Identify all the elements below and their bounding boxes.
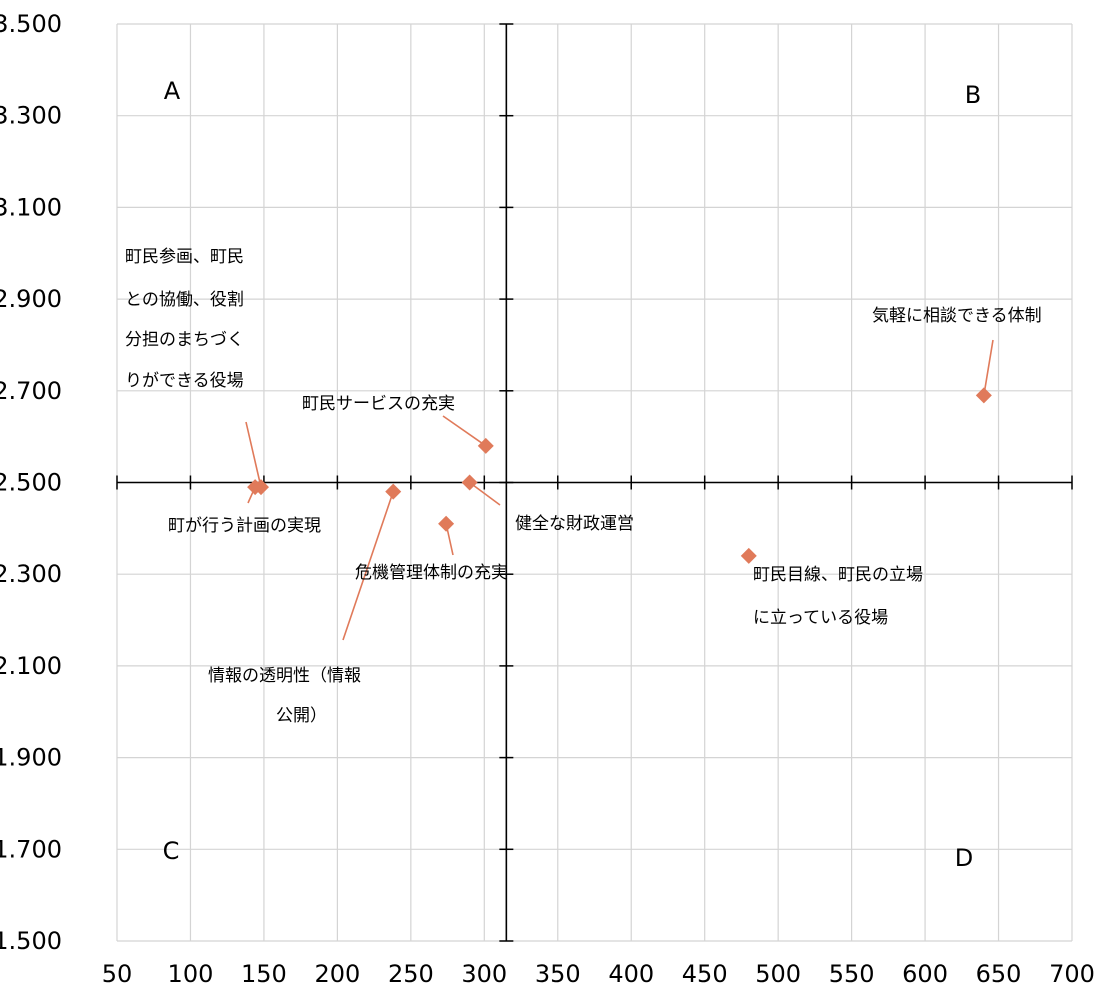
y-tick-label: 2.700 [0,377,62,405]
quadrant-label-d: D [955,844,973,872]
label-line: 公開） [276,706,327,726]
x-tick-label: 350 [535,960,581,988]
quadrant-label-c: C [163,837,180,865]
leader-line [469,481,501,506]
y-tick-label: 1.700 [0,835,62,863]
label-line: 分担のまちづく [125,330,244,350]
data-point [975,387,992,404]
y-tick-label: 3.300 [0,102,62,130]
quadrant-label-b: B [965,81,981,109]
label-line: に立っている役場 [753,608,888,628]
label-line: 情報の透明性（情報 [208,666,361,686]
data-point [385,483,402,500]
label-line: りができる役場 [125,371,244,391]
data-point [247,479,264,496]
x-tick-label: 250 [388,960,434,988]
x-tick-labels: 50 100 150 200 250 300 350 400 450 500 550 600 650 70… [102,960,1095,988]
y-tick-label: 2.500 [0,469,62,497]
x-tick-label: 450 [682,960,728,988]
leader-line [442,415,487,447]
x-tick-label: 700 [1049,960,1095,988]
y-tick-label: 2.100 [0,652,62,680]
leader-line [983,339,994,396]
y-tick-label: 3.100 [0,193,62,221]
label-sound-finance: 健全な財政運営 [515,514,634,534]
y-tick-label: 1.900 [0,744,62,772]
data-point [461,474,478,491]
label-line: との協働、役割 [125,290,244,310]
leader-lines [245,339,994,641]
y-tick-labels: 1.500 1.700 1.900 2.100 2.300 2.500 2.700 2.900… [0,10,62,955]
x-tick-label: 550 [829,960,875,988]
y-tick-label: 2.900 [0,285,62,313]
data-point [438,515,455,532]
x-tick-label: 600 [902,960,948,988]
x-tick-label: 200 [314,960,360,988]
label-citizen-perspective: 町民目線、町民の立場 に立っている役場 [753,565,923,628]
label-easy-consultation: 気軽に相談できる体制 [872,306,1042,326]
label-line: 町民参画、町民 [125,247,244,267]
label-crisis-management: 危機管理体制の充実 [355,563,508,583]
y-tick-label: 1.500 [0,927,62,955]
quadrant-label-a: A [164,77,181,105]
x-tick-label: 400 [608,960,654,988]
axes [116,23,1073,942]
label-citizen-services: 町民サービスの充実 [302,394,455,414]
x-tick-label: 50 [102,960,133,988]
label-plan-realization: 町が行う計画の実現 [168,516,321,536]
leader-line [245,421,262,488]
x-tick-label: 500 [755,960,801,988]
data-points [247,387,992,564]
data-point [740,547,757,564]
data-point [477,437,494,454]
leader-line [342,491,394,641]
y-tick-label: 2.300 [0,560,62,588]
label-info-transparency: 情報の透明性（情報 公開） [208,666,361,726]
x-tick-label: 650 [976,960,1022,988]
x-tick-label: 150 [241,960,287,988]
y-tick-label: 3.500 [0,10,62,38]
x-tick-label: 100 [168,960,214,988]
x-tick-label: 300 [461,960,507,988]
label-line: 町民目線、町民の立場 [753,565,923,585]
label-citizen-participation: 町民参画、町民 との協働、役割 分担のまちづく りができる役場 [125,247,244,391]
